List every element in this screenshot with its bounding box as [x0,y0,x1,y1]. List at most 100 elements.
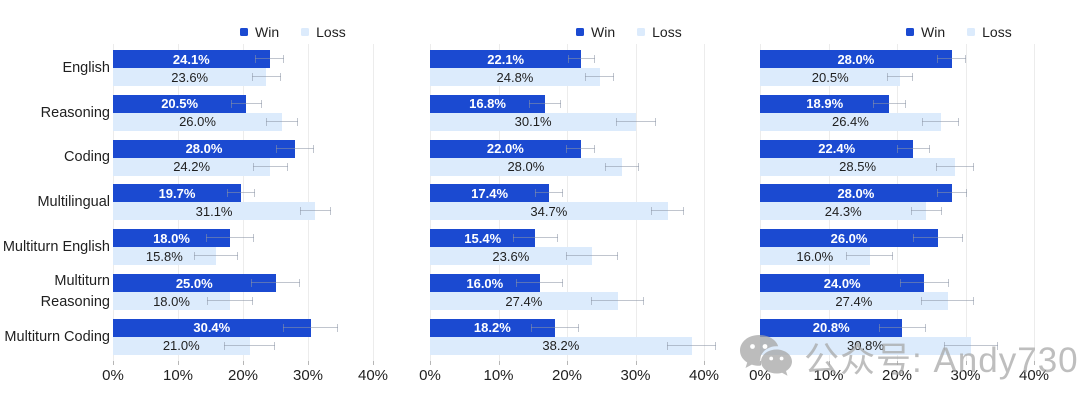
error-bar-line [936,165,975,167]
error-bar-cap [643,297,645,305]
bar-win-multiturn-english: 18.0% [113,229,230,248]
bar-value-label: 26.0% [830,230,868,246]
error-bar-cap [297,117,299,126]
error-bar [512,234,559,243]
error-bar [887,73,914,81]
gridline-40% [373,44,374,361]
bar-value-label: 30.8% [847,338,884,354]
error-bar-cap [561,279,563,287]
error-bar-line [651,210,685,212]
error-bar-cap [283,323,285,332]
bar-value-label: 22.1% [487,51,525,67]
error-bar-line [897,147,930,149]
bar-loss-multiturn-reasoning: 18.0% [113,292,230,310]
error-bar [937,55,967,63]
bar-loss-reasoning: 30.1% [430,112,637,131]
error-bar-line [516,282,563,283]
error-bar-cap [253,234,255,243]
error-bar-cap [273,341,275,350]
error-bar-cap [878,323,880,332]
error-bar-cap [928,144,930,153]
bar-value-label: 26.4% [831,114,869,130]
error-bar [878,323,927,332]
error-bar-line [512,237,559,239]
bar-loss-reasoning: 26.0% [113,112,282,131]
bar-loss-multilingual: 24.3% [760,202,927,221]
x-tick-label: 0% [102,367,124,384]
x-tick [308,361,309,365]
error-bar-cap [922,117,924,126]
bar-value-label: 24.2% [173,159,211,175]
x-tick [178,361,179,365]
error-bar-cap [516,279,518,287]
x-tick-label: 40% [688,367,720,384]
error-bar-cap [936,162,938,171]
error-bar-cap [920,297,922,305]
error-bar-cap [252,73,254,81]
legend-win-marker-icon [906,28,914,36]
error-bar-cap [230,99,232,108]
error-bar-cap [193,252,195,261]
bar-loss-english: 23.6% [113,68,267,86]
error-bar-line [887,76,914,77]
error-bar-cap [904,99,906,108]
bar-loss-multiturn-english: 23.6% [430,247,592,266]
error-bar-line [936,192,967,194]
bar-value-label: 38.2% [542,338,580,354]
error-bar [567,55,596,63]
error-bar [936,162,975,171]
error-bar-cap [252,297,254,305]
bar-value-label: 28.0% [507,159,545,175]
bar-value-label: 16.8% [469,96,506,112]
error-bar-cap [312,144,314,153]
bar-loss-multiturn-english: 15.8% [113,247,216,266]
error-bar [846,252,893,261]
x-tick-label: 20% [881,367,913,384]
bar-value-label: 17.4% [471,185,509,201]
error-bar-cap [846,252,848,261]
error-bar [250,279,301,287]
error-bar-line [565,255,618,257]
x-tick [828,361,830,365]
x-tick-label: 20% [551,367,583,384]
error-bar [920,297,975,305]
error-bar-cap [559,99,561,108]
bar-loss-coding: 28.5% [760,157,956,176]
error-bar-line [205,237,255,239]
x-tick [430,361,431,365]
error-bar-cap [965,55,967,63]
legend-item-loss: Loss [301,24,346,40]
bar-loss-multiturn-coding: 30.8% [760,336,971,355]
error-bar-cap [252,162,254,171]
bar-value-label: 22.4% [818,141,856,157]
error-bar-cap [965,189,967,198]
x-tick [760,361,761,365]
bar-loss-multiturn-coding: 21.0% [113,336,250,355]
x-tick [897,361,898,365]
error-bar-line [530,326,579,328]
bar-win-multilingual: 28.0% [760,184,952,203]
category-label-multiturn-reasoning: Multiturn Reasoning [40,273,110,310]
bar-value-label: 20.5% [161,96,199,112]
error-bar-line [206,300,254,301]
legend-item-win: Win [576,24,615,40]
error-bar-cap [683,207,685,216]
gridline-40% [704,44,705,361]
x-tick-label: 30% [292,367,324,384]
x-tick-label: 30% [950,367,981,384]
error-bar-cap [912,234,914,243]
bar-value-label: 28.0% [837,51,875,67]
bar-win-multiturn-coding: 30.4% [113,318,311,337]
bar-win-multiturn-reasoning: 25.0% [113,274,276,292]
category-label-multilingual: Multilingual [37,194,110,211]
error-bar-cap [910,207,912,216]
category-label-multiturn-coding: Multiturn Coding [4,328,110,345]
bar-loss-english: 20.5% [760,68,901,86]
x-tick-label: 0% [749,367,771,384]
bar-value-label: 24.0% [823,275,861,291]
error-bar-cap [897,144,898,153]
error-bar-cap [254,189,256,198]
bar-win-multilingual: 19.7% [113,184,242,203]
bar-value-label: 30.4% [193,320,231,336]
error-bar-line [585,76,615,77]
